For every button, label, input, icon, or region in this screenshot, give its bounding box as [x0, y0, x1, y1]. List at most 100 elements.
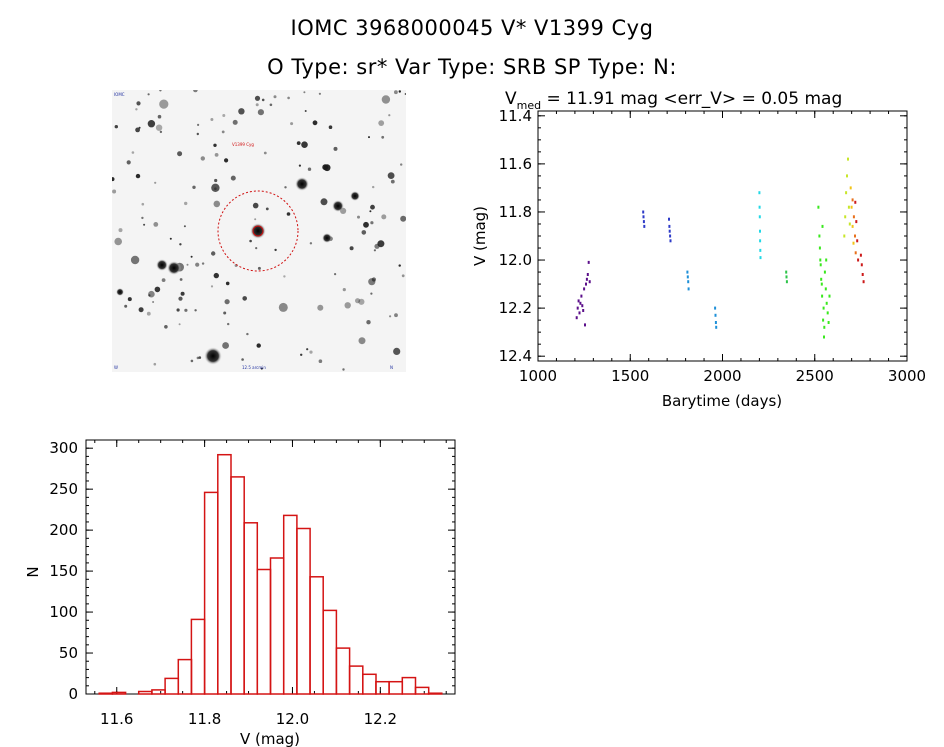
field-star — [307, 167, 312, 171]
field-star — [287, 96, 290, 100]
lightcurve-point — [586, 273, 589, 276]
lightcurve-point — [857, 258, 860, 262]
field-star — [355, 298, 361, 304]
target-aperture-circle — [217, 190, 299, 272]
lightcurve-point — [642, 210, 645, 214]
field-star — [176, 308, 180, 312]
histogram-bar — [111, 691, 127, 695]
lightcurve-point — [581, 304, 584, 308]
bright-star — [295, 177, 309, 191]
lightcurve-x-tick-label: 3000 — [888, 367, 926, 385]
field-star — [196, 356, 200, 360]
lightcurve-point — [823, 325, 826, 329]
lightcurve-point — [668, 229, 671, 233]
field-star — [186, 263, 189, 266]
field-star — [222, 114, 226, 117]
field-star — [344, 302, 351, 309]
lightcurve-point — [854, 251, 857, 255]
field-star — [328, 125, 333, 129]
lightcurve-point — [820, 282, 823, 286]
histogram-bar — [335, 647, 351, 695]
field-star — [249, 239, 252, 243]
svg-text:IOMC: IOMC — [114, 92, 125, 97]
lightcurve-point — [578, 311, 581, 315]
field-star — [200, 156, 205, 161]
histogram-x-tick-label: 12.0 — [276, 710, 309, 728]
field-star — [223, 311, 227, 315]
field-star — [154, 181, 157, 184]
field-star — [372, 185, 375, 189]
bright-star — [167, 261, 181, 275]
field-star — [183, 225, 186, 228]
lightcurve-point — [587, 260, 590, 264]
histogram-bar — [388, 680, 404, 695]
field-star — [127, 297, 132, 302]
field-star — [238, 108, 245, 115]
lightcurve-point — [823, 270, 826, 274]
field-star — [252, 202, 259, 209]
histogram-y-axis-label: N — [24, 566, 42, 577]
field-star — [242, 296, 247, 301]
lightcurve-point — [859, 253, 862, 257]
histogram-bar — [296, 527, 311, 695]
field-star — [261, 98, 265, 102]
histogram-bar — [375, 680, 390, 695]
histogram-y-tick-label: 50 — [59, 644, 78, 662]
lightcurve-ticks: 1000 1500 2000 2500 3000 11.4 11.6 11.8 12.0 12.2… — [499, 107, 927, 385]
histogram-y-tick-label: 300 — [49, 439, 78, 457]
field-star — [322, 164, 329, 171]
histogram-bar — [348, 665, 364, 695]
lightcurve-point — [686, 270, 689, 274]
lightcurve-point — [577, 299, 580, 303]
field-star — [159, 99, 169, 109]
lightcurve-point — [847, 157, 849, 161]
field-star — [135, 108, 138, 111]
histogram-x-tick-label: 12.2 — [364, 710, 397, 728]
lightcurve-point — [828, 294, 831, 298]
lightcurve-point — [821, 224, 824, 228]
field-star — [143, 223, 146, 226]
lightcurve-point — [820, 277, 823, 281]
lightcurve-x-tick-label: 1500 — [611, 367, 649, 385]
field-star — [201, 262, 205, 265]
bright-star — [156, 259, 168, 271]
lightcurve-point — [759, 256, 762, 260]
lightcurve-point — [860, 263, 863, 267]
field-star — [214, 153, 219, 157]
field-star — [286, 212, 291, 216]
lightcurve-stats: Vmed = 11.91 mag <err_V> = 0.05 mag — [505, 89, 842, 112]
field-star — [334, 273, 337, 276]
lightcurve-point — [822, 306, 825, 310]
lightcurve-point — [822, 318, 825, 322]
field-star — [169, 237, 172, 240]
lightcurve-point — [588, 280, 591, 284]
field-star — [265, 207, 269, 211]
field-star — [387, 172, 395, 179]
field-star — [213, 200, 221, 208]
lightcurve-y-tick-label: 12.0 — [499, 251, 532, 269]
field-star — [255, 103, 259, 107]
histogram-bar — [164, 677, 180, 695]
lightcurve-point — [758, 215, 761, 219]
histogram-bar — [282, 514, 298, 695]
lightcurve-point — [844, 215, 847, 219]
lightcurve-point — [861, 273, 864, 276]
lightcurve-point — [669, 239, 672, 243]
field-star — [124, 304, 128, 308]
lightcurve-point — [714, 321, 717, 324]
lightcurve-point — [854, 200, 857, 204]
field-star — [194, 309, 197, 312]
lightcurve-point — [714, 306, 717, 310]
histogram-bar — [137, 690, 153, 695]
lightcurve-point — [846, 174, 848, 178]
field-star — [398, 264, 401, 267]
field-star — [317, 304, 324, 311]
field-star — [254, 95, 261, 101]
lightcurve-point — [585, 282, 587, 286]
field-star — [131, 151, 135, 154]
field-star — [211, 251, 216, 256]
lightcurve-point — [575, 316, 578, 320]
field-star — [232, 119, 238, 125]
field-star — [361, 230, 367, 235]
field-star — [159, 130, 163, 134]
